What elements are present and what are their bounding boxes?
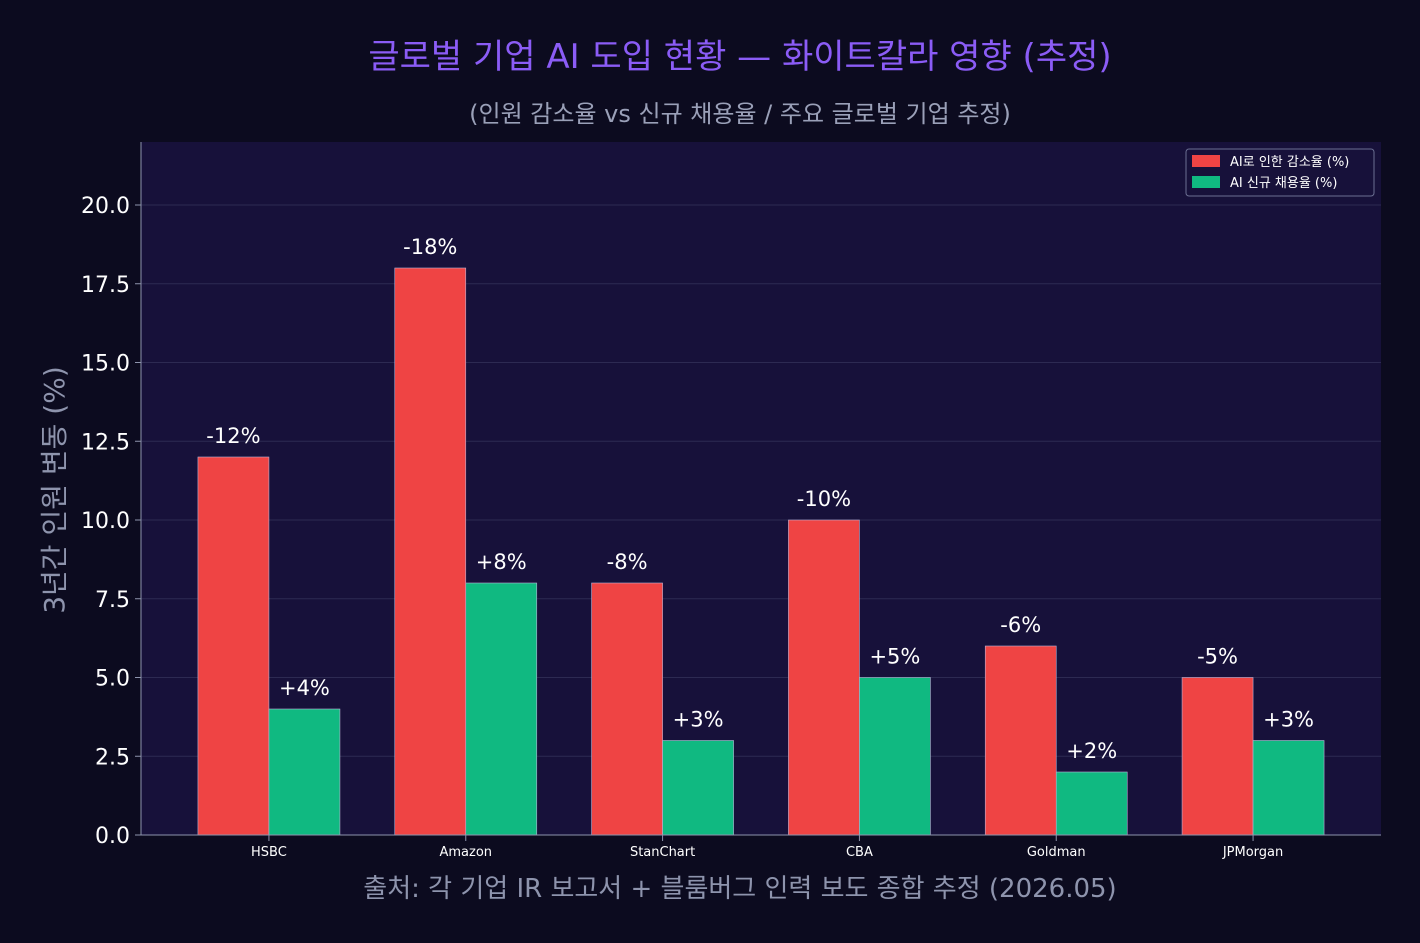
x-tick-label: HSBC: [251, 845, 287, 860]
bar-reduction: [197, 456, 270, 836]
y-tick-label: 2.5: [95, 745, 130, 770]
data-label-hiring: +8%: [476, 550, 527, 574]
bar-hiring: [1252, 740, 1325, 836]
plot-area: [141, 142, 1381, 835]
y-tick-label: 7.5: [95, 588, 130, 613]
data-label-hiring: +4%: [279, 676, 330, 700]
y-tick-label: 12.5: [81, 430, 130, 455]
legend: AI로 인한 감소율 (%) AI 신규 채용율 (%): [1185, 148, 1375, 197]
legend-box: [1185, 148, 1375, 197]
y-axis-label: 3년간 인원 변동 (%): [38, 366, 71, 614]
legend-label-hiring: AI 신규 채용율 (%): [1230, 176, 1337, 191]
data-label-reduction: -12%: [206, 424, 260, 448]
grid-lines: [141, 204, 1381, 757]
x-tick-label: CBA: [846, 845, 873, 860]
y-tick-label: 0.0: [95, 824, 130, 849]
bar-hiring: [662, 740, 734, 836]
data-label-reduction: -10%: [797, 487, 851, 511]
chart-title: 글로벌 기업 AI 도입 현황 — 화이트칼라 영향 (추정): [368, 37, 1111, 77]
bar-reduction: [1181, 677, 1254, 836]
bar-hiring: [1055, 771, 1128, 836]
value-labels: -12% +4% -18% +8% -8% +3% -10% +5% -6% +2% -5% +3%: [206, 235, 1314, 763]
legend-swatch-hiring: [1192, 176, 1220, 188]
y-tick-label: 20.0: [81, 194, 130, 219]
bar-hiring: [859, 677, 931, 836]
y-tick-label: 5.0: [95, 667, 130, 692]
data-label-hiring: +3%: [1263, 708, 1314, 732]
chart-subtitle: (인원 감소율 vs 신규 채용율 / 주요 글로벌 기업 추정): [469, 100, 1011, 128]
x-axis-ticks: HSBC Amazon StanChart CBA Goldman JPMorgan: [251, 835, 1283, 860]
x-tick-label: StanChart: [630, 845, 695, 860]
data-label-reduction: -6%: [1000, 613, 1041, 637]
legend-label-reduction: AI로 인한 감소율 (%): [1230, 155, 1349, 170]
data-label-reduction: -18%: [403, 235, 457, 259]
bar-reduction: [984, 645, 1057, 836]
x-tick-label: Amazon: [439, 845, 492, 860]
bar-hiring: [268, 708, 341, 836]
x-axis-label: 출처: 각 기업 IR 보고서 + 블룸버그 인력 보도 종합 추정 (2026…: [363, 874, 1116, 904]
bar-reduction: [394, 267, 467, 836]
data-label-reduction: -5%: [1197, 645, 1238, 669]
x-tick-label: Goldman: [1027, 845, 1086, 860]
y-axis-ticks: 0.0 2.5 5.0 7.5 10.0 12.5 15.0 17.5 20.0: [81, 194, 141, 849]
bar-hiring: [465, 582, 538, 836]
data-label-hiring: +5%: [869, 645, 920, 669]
legend-swatch-reduction: [1192, 155, 1220, 167]
data-label-hiring: +3%: [673, 708, 724, 732]
y-tick-label: 10.0: [81, 509, 130, 534]
bar-reduction: [591, 582, 663, 836]
bars: [197, 267, 1325, 836]
data-label-reduction: -8%: [607, 550, 648, 574]
data-label-hiring: +2%: [1066, 739, 1117, 763]
y-tick-label: 17.5: [81, 273, 130, 298]
x-tick-label: JPMorgan: [1222, 845, 1283, 860]
y-tick-label: 15.0: [81, 352, 130, 377]
bar-reduction: [788, 519, 860, 836]
